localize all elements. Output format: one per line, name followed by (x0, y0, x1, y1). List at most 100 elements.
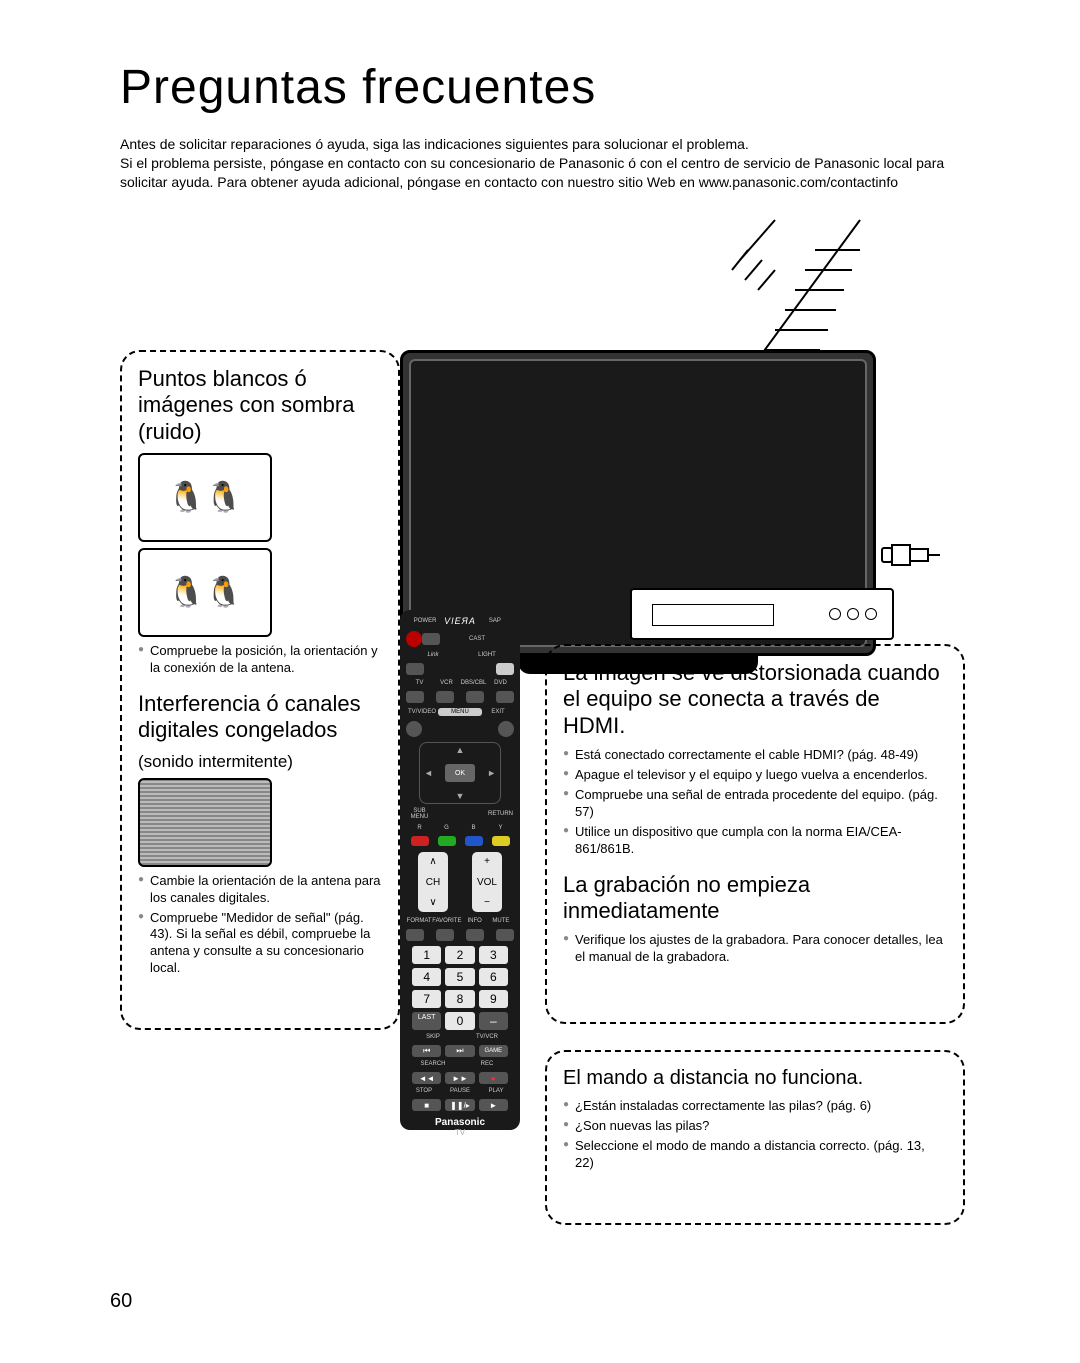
num-0: 0 (445, 1012, 474, 1030)
green-button (438, 836, 456, 846)
exit-label: EXIT (482, 709, 514, 715)
vcr-illustration (630, 588, 894, 640)
favorite-button (436, 929, 454, 941)
favorite-label: FAVORITE (432, 918, 461, 924)
viera-brand: VIEЯA (444, 616, 476, 626)
num-6: 6 (479, 968, 508, 986)
hdmi-bullet-3: Compruebe una señal de entrada procedent… (563, 787, 947, 821)
clear-image-box: 🐧🐧 (138, 548, 272, 637)
g-label: G (433, 825, 460, 831)
rec-label: REC (460, 1061, 514, 1067)
sap-label: SAP (476, 618, 514, 624)
game-button: GAME (479, 1045, 508, 1057)
remote-title: El mando a distancia no funciona. (563, 1066, 947, 1090)
vol-label: VOL (477, 877, 497, 888)
remote-tv-label: TV (406, 1128, 514, 1137)
skip-back: ⏮ (412, 1045, 441, 1057)
b-label: B (460, 825, 487, 831)
page-number: 60 (110, 1290, 132, 1313)
dbs-mode: DBS/CBL (460, 680, 487, 686)
stop-label: STOP (406, 1088, 442, 1094)
vcr-mode: VCR (433, 680, 460, 686)
remote-illustration: POWER VIEЯA SAP CAST Link LIGHT TV VCR D… (400, 610, 520, 1130)
intro-text: Antes de solicitar reparaciones ó ayuda,… (120, 135, 980, 192)
yellow-button (492, 836, 510, 846)
num-2: 2 (445, 946, 474, 964)
hdmi-bullet-4: Utilice un dispositivo que cumpla con la… (563, 824, 947, 858)
rewind: ◄◄ (412, 1072, 441, 1084)
remote-bullet-1: ¿Están instaladas correctamente las pila… (563, 1098, 947, 1115)
callout-hdmi-rec: La imagen se ve distorsionada cuando el … (545, 644, 965, 1024)
dvd-mode: DVD (487, 680, 514, 686)
tvvideo-label: TV/VIDEO (406, 709, 438, 715)
pause-button: ❚❚/▸ (445, 1099, 474, 1111)
mute-button (496, 929, 514, 941)
manual-page: Preguntas frecuentes Antes de solicitar … (0, 0, 1080, 1363)
num-3: 3 (479, 946, 508, 964)
vol-rocker: +VOL− (472, 852, 502, 912)
last-button: LAST (412, 1012, 441, 1030)
power-button (406, 631, 422, 647)
mute-label: MUTE (488, 918, 514, 924)
hdmi-bullet-1: Está conectado correctamente el cable HD… (563, 747, 947, 764)
num-5: 5 (445, 968, 474, 986)
exit-button (498, 721, 514, 737)
r-label: R (406, 825, 433, 831)
vlink-label: Link (406, 652, 460, 658)
pause-label: PAUSE (442, 1088, 478, 1094)
ch-rocker: ∧CH∨ (418, 852, 448, 912)
link-button (406, 663, 424, 675)
red-button (411, 836, 429, 846)
dpad: ▲ ▼ ◄ ► OK (419, 742, 501, 804)
stop-button: ■ (412, 1099, 441, 1111)
return-label: RETURN (487, 811, 514, 817)
interference-subtitle: (sonido intermitente) (138, 752, 382, 772)
submenu-label: SUB MENU (406, 808, 433, 820)
remote-bullet-2: ¿Son nuevas las pilas? (563, 1118, 947, 1135)
format-button (406, 929, 424, 941)
menu-label: MENU (438, 708, 482, 716)
num-9: 9 (479, 990, 508, 1008)
tvvideo-button (406, 721, 422, 737)
hdmi-title: La imagen se ve distorsionada cuando el … (563, 660, 947, 739)
info-label: INFO (461, 918, 487, 924)
num-1: 1 (412, 946, 441, 964)
ok-button: OK (445, 764, 475, 782)
light-label: LIGHT (460, 652, 514, 658)
skip-label: SKIP (406, 1034, 460, 1040)
interference-bullet-2: Compruebe "Medidor de señal" (pág. 43). … (138, 910, 382, 978)
hdmi-bullet-2: Apague el televisor y el equipo y luego … (563, 767, 947, 784)
fastfwd: ►► (445, 1072, 474, 1084)
num-4: 4 (412, 968, 441, 986)
ghost-image-box: 🐧🐧 (138, 453, 272, 542)
dbs-mode-button (466, 691, 484, 703)
sd-button (422, 633, 440, 645)
num-7: 7 (412, 990, 441, 1008)
hdmi-plug-icon (880, 540, 940, 577)
ch-label: CH (426, 877, 440, 888)
blue-button (465, 836, 483, 846)
tvvcr-label: TV/VCR (460, 1034, 514, 1040)
power-label: POWER (406, 618, 444, 624)
play-label: PLAY (478, 1088, 514, 1094)
callout-remote: El mando a distancia no funciona. ¿Están… (545, 1050, 965, 1225)
interference-title: Interferencia ó canales digitales congel… (138, 691, 382, 744)
page-title: Preguntas frecuentes (120, 60, 980, 115)
remote-bullet-3: Seleccione el modo de mando a distancia … (563, 1138, 947, 1172)
tv-mode-button (406, 691, 424, 703)
y-label: Y (487, 825, 514, 831)
callout-noise: Puntos blancos ó imágenes con sombra (ru… (120, 350, 400, 1030)
recording-bullet-1: Verifique los ajustes de la grabadora. P… (563, 932, 947, 966)
light-button (496, 663, 514, 675)
interference-bullet-1: Cambie la orientación de la antena para … (138, 873, 382, 907)
noise-bullet-1: Compruebe la posición, la orientación y … (138, 643, 382, 677)
dash-button: – (479, 1012, 508, 1030)
skip-fwd: ⏭ (445, 1045, 474, 1057)
rec-button: ● (479, 1072, 508, 1084)
noise-title: Puntos blancos ó imágenes con sombra (ru… (138, 366, 382, 445)
info-button (466, 929, 484, 941)
recording-title: La grabación no empieza inmediatamente (563, 872, 947, 925)
format-label: FORMAT (406, 918, 432, 924)
play-button: ► (479, 1099, 508, 1111)
cast-label: CAST (440, 636, 514, 642)
